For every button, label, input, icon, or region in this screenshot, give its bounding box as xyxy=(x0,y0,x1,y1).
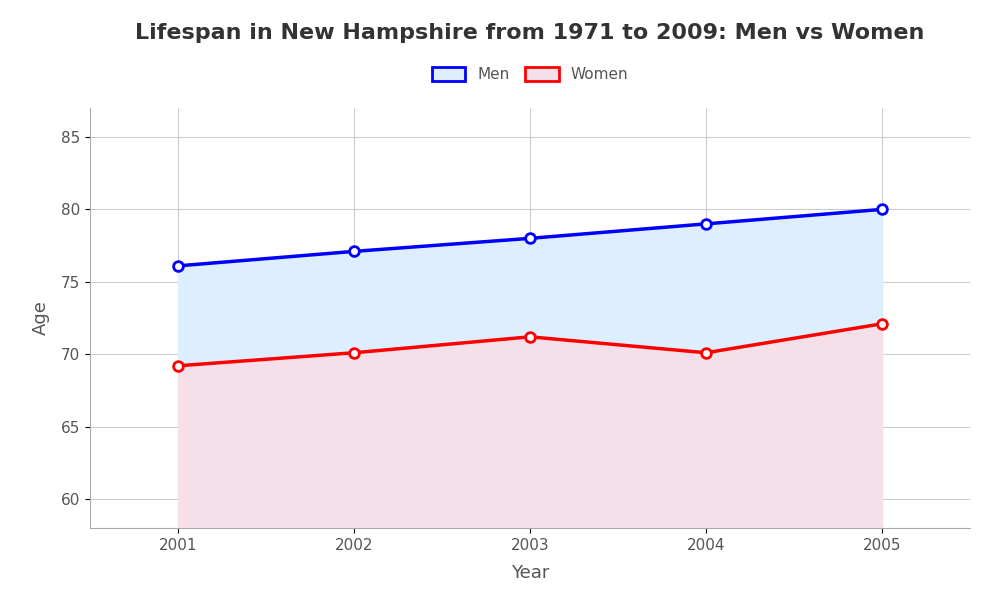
Legend: Men, Women: Men, Women xyxy=(425,61,635,88)
Y-axis label: Age: Age xyxy=(32,301,50,335)
X-axis label: Year: Year xyxy=(511,564,549,582)
Title: Lifespan in New Hampshire from 1971 to 2009: Men vs Women: Lifespan in New Hampshire from 1971 to 2… xyxy=(135,23,925,43)
